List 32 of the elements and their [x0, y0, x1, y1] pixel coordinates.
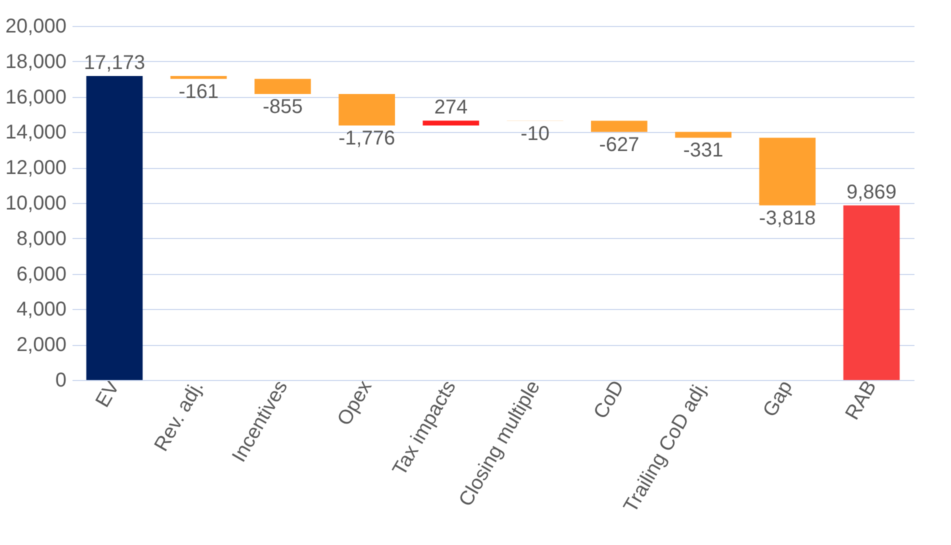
y-tick-label: 8,000 — [16, 228, 66, 250]
y-tick-label: 10,000 — [5, 192, 66, 214]
x-tick-label: Gap — [758, 377, 797, 421]
bar — [759, 138, 816, 206]
data-label: -161 — [178, 80, 219, 103]
y-tick-label: 6,000 — [16, 263, 66, 286]
y-tick-label: 0 — [55, 370, 66, 392]
data-label: -627 — [599, 134, 640, 156]
bar — [338, 94, 396, 126]
y-tick-label: 4,000 — [16, 298, 66, 321]
data-label: 9,869 — [846, 181, 897, 204]
bar — [254, 78, 311, 94]
data-label: 274 — [434, 96, 468, 119]
y-tick-label: 16,000 — [5, 86, 66, 108]
y-tick-label: 18,000 — [5, 50, 66, 73]
data-label: -10 — [520, 122, 550, 145]
data-label: -3,818 — [759, 207, 816, 230]
bar — [86, 76, 143, 380]
bar — [843, 205, 900, 380]
y-tick-label: 20,000 — [5, 16, 66, 38]
y-tick-label: 2,000 — [16, 334, 66, 356]
x-tick-label: EV — [92, 376, 124, 412]
data-label: -331 — [683, 140, 724, 162]
bar — [590, 120, 648, 132]
y-tick-label: 12,000 — [5, 157, 66, 180]
data-label: -855 — [262, 96, 303, 118]
data-label: 17,173 — [84, 52, 146, 74]
bar — [675, 132, 732, 138]
bar — [422, 120, 480, 126]
y-tick-label: 14,000 — [5, 122, 66, 144]
data-label: -1,776 — [338, 127, 396, 150]
bar — [170, 76, 227, 79]
